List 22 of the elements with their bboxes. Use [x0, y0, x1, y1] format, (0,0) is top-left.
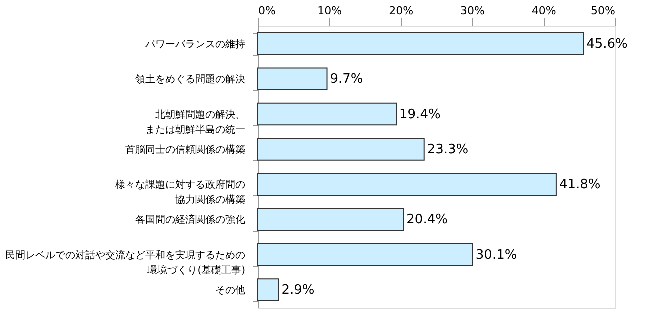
x-tick-label: 10% — [318, 4, 342, 18]
data-label: 30.1% — [476, 248, 518, 263]
data-label: 41.8% — [559, 178, 601, 193]
data-label: 23.3% — [427, 142, 469, 158]
y-tick-label: 民間レベルでの対話や交流など平和を実現するための環境づくり(基礎工事) — [6, 249, 246, 276]
y-tick-label: 首脳同士の信頼関係の構築 — [126, 144, 246, 156]
data-label: 20.4% — [406, 212, 448, 228]
x-tick-label: 20% — [389, 4, 414, 18]
data-label: 2.9% — [282, 283, 315, 298]
x-tick-label: 30% — [460, 4, 485, 18]
x-tick-label: 50% — [591, 4, 616, 18]
data-label: 19.4% — [400, 107, 441, 122]
y-tick-label: 領土をめぐる問題の解決 — [136, 74, 246, 86]
y-tick-label: 各国間の経済関係の強化 — [136, 214, 246, 226]
data-label: 45.6% — [586, 36, 628, 52]
x-tick-label: 0% — [258, 4, 276, 18]
y-tick-label: 北朝鮮問題の解決、または朝鮮半島の統一 — [146, 108, 246, 136]
y-tick-label: その他 — [216, 284, 246, 297]
y-tick-label: パワーバランスの維持 — [144, 38, 246, 50]
x-tick-label: 40% — [532, 4, 556, 18]
data-label: 9.7% — [330, 72, 364, 88]
y-tick-label: 様々な課題に対する政府間の協力関係の構築 — [116, 179, 246, 206]
